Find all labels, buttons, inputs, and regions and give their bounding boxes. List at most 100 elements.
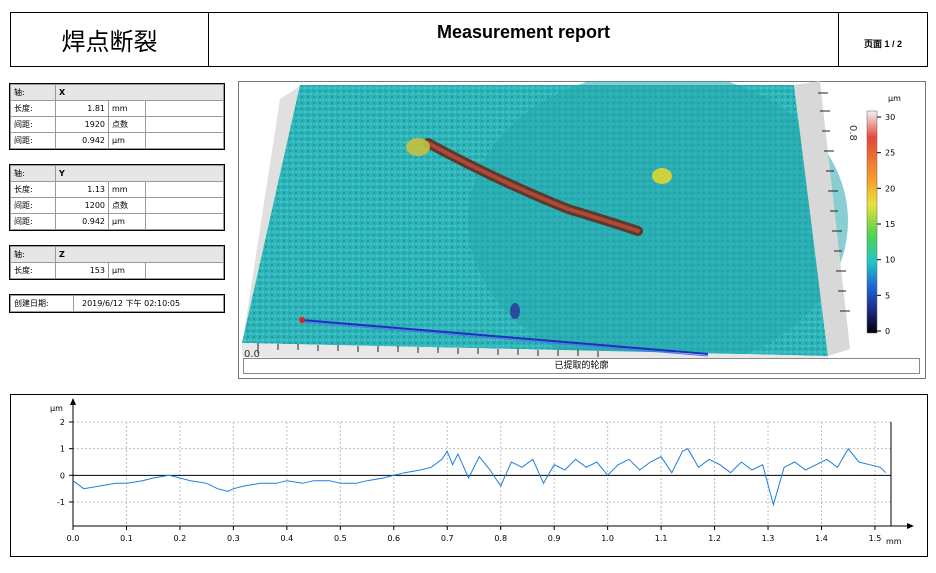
table-row: 间距: 0.942 µm: [10, 132, 224, 149]
surface-3d-view[interactable]: 0.0 0.8 µm 30 25 20 15 10 5 0: [238, 81, 926, 379]
x-tick-label: 0.2: [174, 534, 187, 543]
row-unit: mm: [108, 100, 146, 117]
axis-name: Z: [55, 246, 224, 263]
row-label: 长度:: [10, 262, 56, 279]
y-tick-label: 0: [60, 471, 65, 480]
x-tick-label: 1.0: [601, 534, 614, 543]
table-row: 间距: 1920 点数: [10, 116, 224, 133]
x-tick-label: 0.3: [227, 534, 240, 543]
profile-line-shadow: [301, 321, 709, 357]
x-tick-label: 0.9: [548, 534, 561, 543]
surface-shade: [468, 81, 848, 371]
side-wall-right: [794, 81, 850, 356]
table-row: 长度: 153 µm: [10, 262, 224, 279]
page-indicator: 页面 1 / 2: [863, 39, 902, 49]
crack-end-spot: [406, 138, 430, 156]
profile-chart-panel: 0.0 0.1 0.2 0.3 0.4 0.5 0.6 0.7 0.8 0.9 1.0 1.1 1.2 1…: [10, 394, 928, 557]
profile-series-line: [72, 447, 887, 507]
surface-pit: [510, 303, 520, 319]
surface-axis-label: 0.8: [847, 125, 858, 141]
axis-name: X: [55, 84, 224, 101]
extracted-profile-caption: 已提取的轮廓: [243, 358, 920, 374]
x-axis-unit: mm: [886, 537, 902, 546]
colorbar-tick-label: 25: [885, 149, 895, 158]
row-unit: µm: [108, 262, 146, 279]
row-filler: [145, 181, 224, 198]
row-value: 1200: [55, 197, 109, 214]
colorbar-tick-label: 0: [885, 327, 890, 336]
created-label: 创建日期:: [10, 295, 74, 312]
row-label: 长度:: [10, 181, 56, 198]
row-label: 轴:: [10, 246, 56, 263]
chart-tick-labels: 0.0 0.1 0.2 0.3 0.4 0.5 0.6 0.7 0.8 0.9 1.0 1.1 1.2 1…: [57, 418, 881, 543]
row-value: 0.942: [55, 132, 109, 149]
axis-x-table: 轴: X 长度: 1.81 mm 间距: 1920 点数 间距: 0.942 µ…: [9, 83, 225, 150]
surface-view-panel: 0.0 0.8 µm 30 25 20 15 10 5 0: [238, 81, 926, 379]
axis-z-table: 轴: Z 长度: 153 µm: [9, 245, 225, 280]
table-row: 间距: 1200 点数: [10, 197, 224, 214]
x-tick-label: 0.4: [280, 534, 293, 543]
row-filler: [145, 262, 224, 279]
profile-line: [301, 319, 709, 355]
colorbar-tick-label: 10: [885, 256, 895, 265]
row-filler: [145, 100, 224, 117]
x-tick-label: 1.5: [869, 534, 882, 543]
row-unit: 点数: [108, 116, 146, 133]
y-tick-label: 2: [60, 418, 65, 427]
table-row: 轴: X: [10, 84, 224, 101]
x-tick-label: 0.0: [67, 534, 80, 543]
row-unit: 点数: [108, 197, 146, 214]
row-unit: mm: [108, 181, 146, 198]
x-tick-label: 1.4: [815, 534, 828, 543]
profile-start-marker: [299, 317, 305, 323]
axis-name: Y: [55, 165, 224, 182]
colorbar-tick-label: 30: [885, 113, 895, 122]
surface-axis-label: 0.0: [244, 349, 260, 360]
chart-axes: [69, 398, 914, 530]
chart-grid: [73, 421, 891, 526]
colorbar-gradient: [866, 110, 878, 334]
x-tick-label: 0.8: [494, 534, 507, 543]
row-value: 153: [55, 262, 109, 279]
table-row: 创建日期: 2019/6/12 下午 02:10:05: [10, 295, 224, 312]
x-tick-label: 1.3: [762, 534, 775, 543]
table-row: 轴: Y: [10, 165, 224, 182]
row-value: 0.942: [55, 213, 109, 230]
row-filler: [145, 213, 224, 230]
surface-bump: [652, 168, 672, 184]
row-unit: µm: [108, 213, 146, 230]
report-title: Measurement report: [209, 13, 839, 66]
row-filler: [145, 116, 224, 133]
y-axis-label: µm: [50, 404, 63, 413]
row-unit: µm: [108, 132, 146, 149]
table-row: 长度: 1.13 mm: [10, 181, 224, 198]
axis-y-table: 轴: Y 长度: 1.13 mm 间距: 1200 点数 间距: 0.942 µ…: [9, 164, 225, 231]
row-label: 间距:: [10, 132, 56, 149]
row-value: 1.81: [55, 100, 109, 117]
report-header: 焊点断裂 Measurement report 页面 1 / 2: [10, 12, 928, 67]
created-table: 创建日期: 2019/6/12 下午 02:10:05: [9, 294, 225, 313]
row-filler: [145, 197, 224, 214]
table-row: 轴: Z: [10, 246, 224, 263]
row-filler: [145, 132, 224, 149]
created-value: 2019/6/12 下午 02:10:05: [73, 295, 224, 312]
profile-chart: 0.0 0.1 0.2 0.3 0.4 0.5 0.6 0.7 0.8 0.9 1.0 1.1 1.2 1…: [50, 398, 914, 546]
colorbar-tick-label: 15: [885, 220, 895, 229]
bottom-ruler-ticks: [257, 343, 599, 357]
colorbar-unit: µm: [888, 94, 901, 103]
x-tick-label: 1.1: [655, 534, 668, 543]
x-tick-label: 0.1: [120, 534, 133, 543]
row-label: 轴:: [10, 84, 56, 101]
row-label: 间距:: [10, 197, 56, 214]
colorbar-tick-label: 5: [885, 291, 890, 300]
y-tick-label: 1: [60, 445, 65, 454]
y-tick-label: -1: [57, 498, 65, 507]
table-row: 间距: 0.942 µm: [10, 213, 224, 230]
report-name: 焊点断裂: [11, 13, 209, 66]
x-tick-label: 0.5: [334, 534, 347, 543]
x-tick-label: 1.2: [708, 534, 721, 543]
colorbar-tick-label: 20: [885, 184, 895, 193]
row-label: 长度:: [10, 100, 56, 117]
table-row: 长度: 1.81 mm: [10, 100, 224, 117]
row-value: 1920: [55, 116, 109, 133]
